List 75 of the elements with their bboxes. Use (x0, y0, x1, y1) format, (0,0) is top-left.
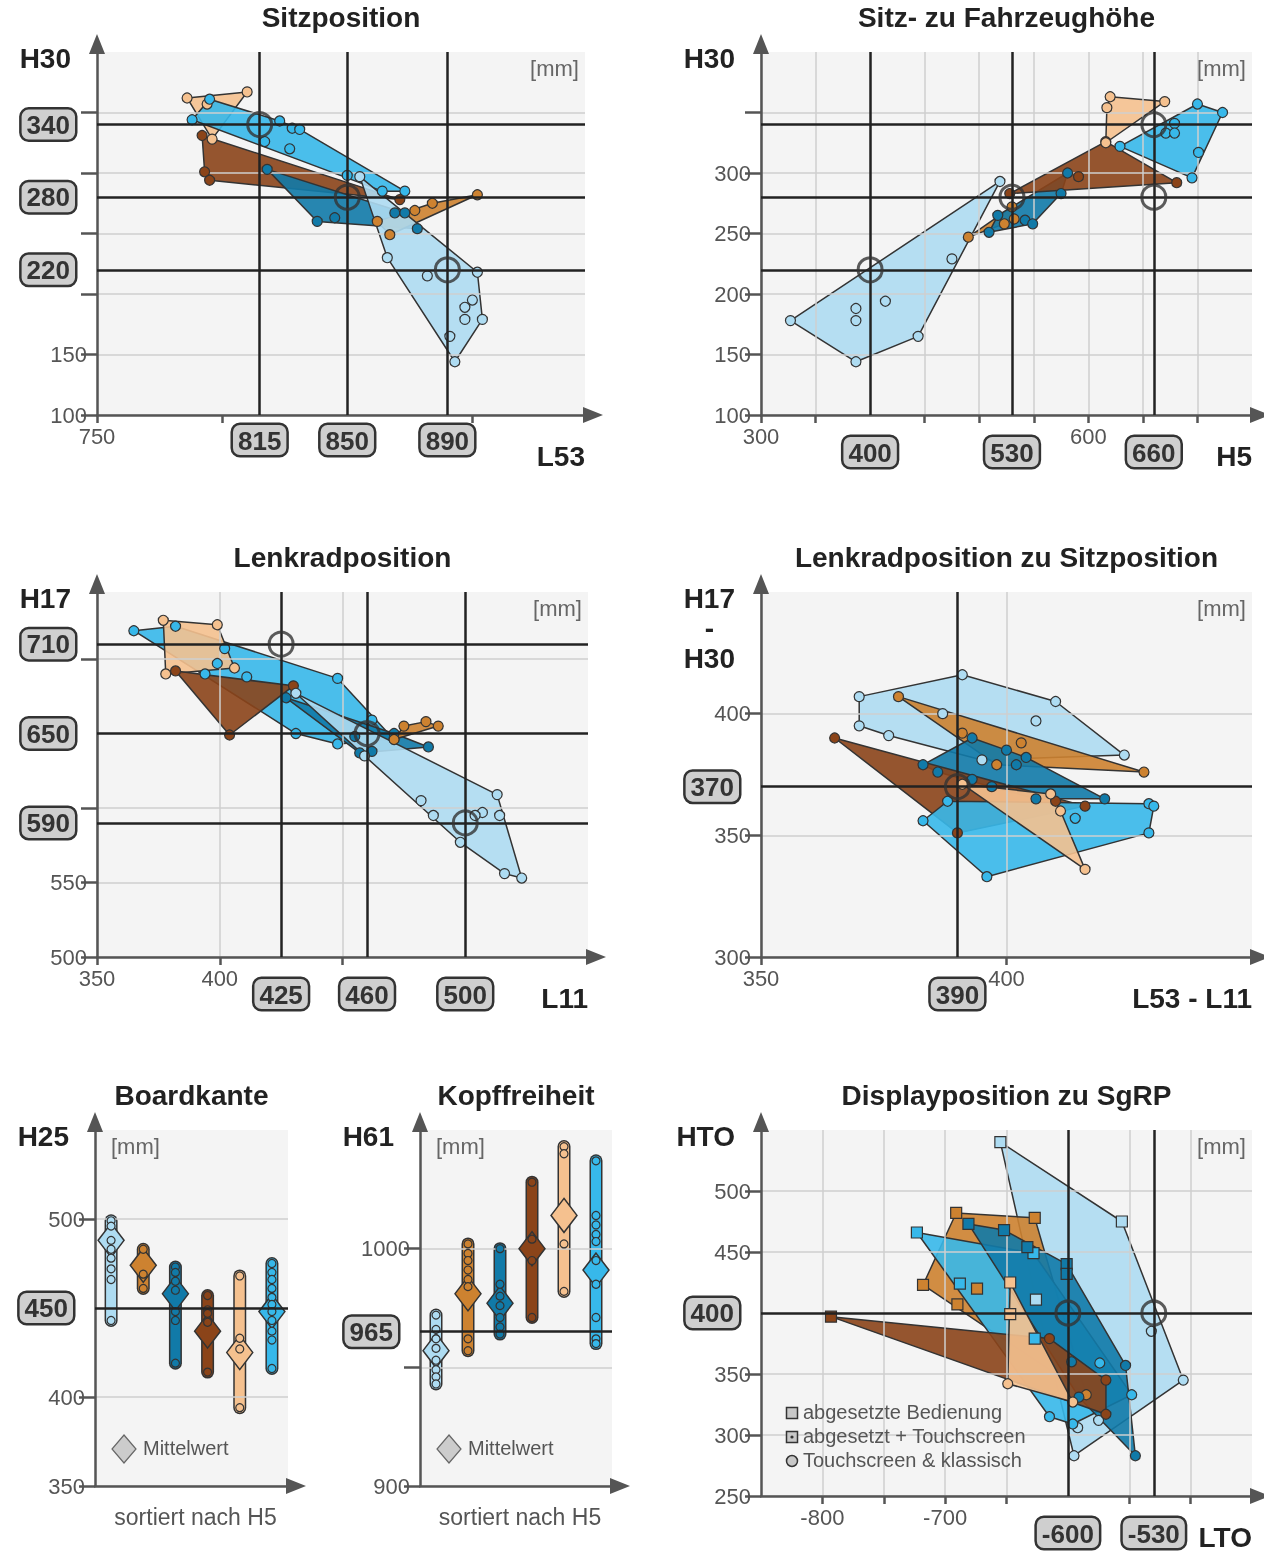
chart-title: Sitz- zu Fahrzeughöhe (857, 2, 1156, 34)
chart-title: Lenkradposition zu Sitzposition (794, 542, 1219, 574)
y-tick-label: 250 (714, 1483, 751, 1509)
annotation: abgesetzte Bedienung (803, 1401, 1003, 1424)
chart-title: Displayposition zu SgRP (841, 1080, 1172, 1112)
annotation: [mm] (530, 56, 579, 82)
y-axis-title: H30 (19, 43, 71, 74)
annotation: [mm] (111, 1134, 160, 1160)
x-tick-label: 850 (325, 426, 369, 456)
y-tick-label: 400 (714, 701, 751, 727)
ref-line-label: 280 (26, 182, 70, 213)
x-axis-title: LTO (1198, 1522, 1252, 1553)
y-tick-label: 150 (714, 342, 751, 367)
ref-line-label: 370 (690, 771, 734, 802)
x-axis-title: L11 (541, 983, 588, 1015)
ref-line-label: 530 (990, 438, 1034, 468)
x-axis-title: L53 - L11 (1132, 983, 1252, 1015)
chart-title: Lenkradposition (233, 542, 452, 574)
y-tick-label: 500 (714, 1178, 751, 1204)
y-tick-label: 350 (48, 1473, 85, 1499)
y-tick-label: 450 (714, 1239, 751, 1265)
x-tick-label: 890 (425, 426, 470, 456)
ref-line-label: 460 (345, 980, 389, 1010)
annotation: [mm] (436, 1134, 485, 1160)
y-tick-label: 200 (714, 281, 751, 307)
annotation: [mm] (1197, 56, 1246, 82)
text: Mittelwert (143, 1437, 229, 1460)
y-axis-title: H25 (17, 1121, 69, 1152)
y-tick-label: 400 (48, 1384, 85, 1410)
x-tick-label: 400 (988, 965, 1025, 991)
y-tick-label: 350 (714, 822, 751, 848)
annotation: [mm] (533, 596, 582, 622)
ref-line-label: 390 (935, 980, 980, 1010)
y-axis-title: H30 (683, 43, 735, 74)
x-axis-title: sortiert nach H5 (114, 1504, 277, 1531)
annotation: Touchscreen & klassisch (803, 1449, 1022, 1472)
ref-line-label: 425 (259, 980, 303, 1010)
chart-title: Sitzposition (261, 2, 421, 34)
x-tick-label: -800 (800, 1504, 845, 1530)
y-tick-label: 150 (50, 342, 87, 367)
y-tick-label: 1000 (361, 1236, 410, 1262)
annotation: [mm] (1197, 1134, 1246, 1160)
ref-line-label: 650 (26, 718, 70, 749)
ref-line-label: 590 (26, 807, 70, 838)
ref-line-label: 710 (26, 629, 70, 660)
y-axis-title: HTO (676, 1121, 735, 1152)
y-axis-title: H17 (19, 583, 71, 614)
y-axis-title: H61 (342, 1121, 394, 1152)
y-tick-label: 300 (714, 1422, 751, 1448)
ref-line-label: -530 (1127, 1519, 1180, 1549)
y-tick-label: 250 (714, 221, 751, 246)
chart-title: Kopffreiheit (437, 1080, 595, 1112)
y-tick-label: 500 (48, 1206, 85, 1232)
text: Mittelwert (468, 1437, 554, 1460)
y-axis-title: H17 - H30 (683, 583, 735, 674)
ref-line-label: 660 (1132, 438, 1176, 468)
ref-line-label: 500 (443, 980, 487, 1010)
annotation: abgesetzt + Touchscreen (803, 1425, 1026, 1448)
x-tick-label: 400 (201, 965, 239, 991)
x-tick-label: 815 (237, 426, 282, 456)
x-axis-title: sortiert nach H5 (438, 1504, 602, 1531)
y-tick-label: 300 (714, 160, 751, 186)
x-axis-title: L53 (536, 441, 585, 473)
x-axis-title: H5 (1216, 441, 1252, 473)
ref-line-label: 340 (26, 109, 70, 140)
ref-line-label: 220 (26, 254, 70, 285)
chart-title: Boardkante (114, 1080, 269, 1112)
ref-line-label: -600 (1041, 1519, 1094, 1549)
ref-line-label: 965 (349, 1316, 393, 1347)
y-tick-label: 350 (714, 1361, 751, 1387)
x-tick-label: 600 (1069, 423, 1107, 449)
x-tick-label: -700 (923, 1504, 968, 1530)
y-tick-label: 550 (50, 870, 87, 896)
y-tick-label: 900 (373, 1473, 410, 1499)
annotation: [mm] (1197, 596, 1246, 622)
